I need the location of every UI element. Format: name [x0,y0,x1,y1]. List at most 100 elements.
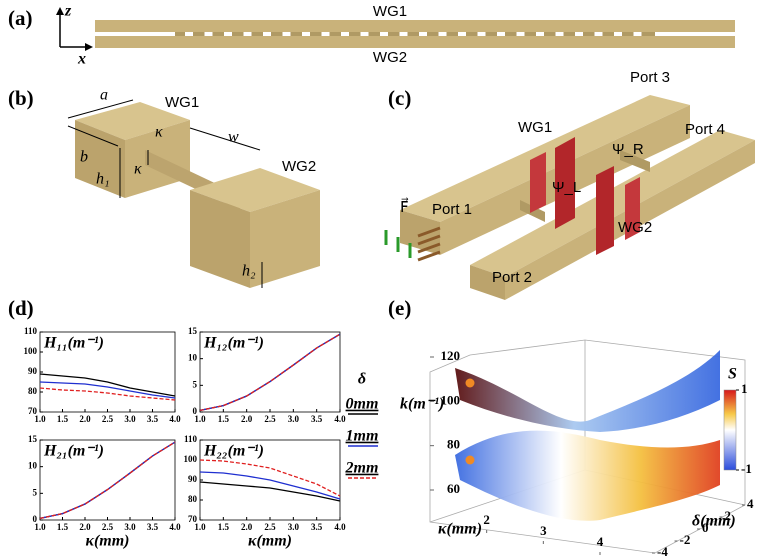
x-tick-label: 3.5 [147,414,159,424]
dim-label: h₂ [242,263,256,280]
legend-label: 2mm [345,460,379,477]
colorbar-tick-label: -1 [741,461,752,476]
x-tick-label: 3.0 [288,522,300,532]
gap [419,32,427,36]
axis-label: δ(mm) [692,513,736,530]
gap [438,32,447,36]
gap [516,32,525,36]
series-line [39,387,176,401]
waveguide [95,20,735,32]
y-tick-label: 2 [725,508,732,523]
z-tick-label: 100 [441,392,461,407]
waveguide [95,36,735,48]
gap [458,32,466,36]
series-line [199,333,341,412]
port-label: Port 4 [685,121,725,138]
axis-label: z [64,3,72,20]
lower-surface [455,430,720,521]
x-tick-label: 1.0 [194,522,206,532]
dimension-lines [67,99,263,288]
y-tick-label: 10 [28,461,38,471]
gap [497,32,505,36]
y-tick-label: 110 [24,326,38,336]
upper-surface [455,350,720,432]
gap [555,32,564,36]
chart-title: H₁₂(m⁻¹) [203,335,264,352]
y-tick-label: -4 [657,544,668,559]
colorbar-label: S [728,366,737,383]
psi-label: Ψ_R [612,141,644,158]
series-line [39,441,176,520]
x-tick-label: 3 [540,523,547,538]
x-tick-label: 2.0 [241,522,253,532]
x-tick-label: 2.5 [264,414,276,424]
marker [465,378,475,388]
y-tick-label: 10 [188,353,198,363]
y-tick-label: 15 [188,326,198,336]
axis-arrows [56,7,93,51]
y-tick-label: 0 [193,406,198,416]
x-tick-label: 3.0 [124,522,136,532]
z-tick-label: 60 [447,481,460,496]
x-tick-label: 3.5 [311,414,323,424]
y-tick-label: 110 [184,434,198,444]
x-tick-label: 1.5 [57,414,69,424]
x-tick-label: 3.5 [147,522,159,532]
force-label: F⃗ [400,197,409,216]
x-tick-label: 2.5 [102,414,114,424]
gap [243,32,252,36]
y-tick-label: 90 [28,366,38,376]
bridges [175,32,655,36]
gap [341,32,349,36]
x-tick-label: 4 [597,534,604,549]
gap [380,32,388,36]
gap [263,32,271,36]
x-tick-label: 2.0 [79,414,91,424]
gap [360,32,369,36]
wg-label: WG2 [373,49,407,66]
x-tick-label: 3.0 [288,414,300,424]
y-tick-label: 90 [188,474,198,484]
gap [399,32,408,36]
series-line [39,373,176,397]
dim-label: a [100,87,108,104]
coupler-model [400,95,755,300]
x-tick-label: 2.5 [102,522,114,532]
gap [594,32,603,36]
x-tick-label: 3.0 [124,414,136,424]
x-tick-label: 2.0 [241,414,253,424]
axes-icon [59,12,88,48]
dim-label: κ [134,161,142,178]
x-tick-label: 1.5 [218,414,230,424]
wg-label: WG2 [282,158,316,175]
x-tick-label: 1.0 [34,414,46,424]
chart-title: H₂₂(m⁻¹) [203,443,264,460]
y-tick-label: 80 [188,494,198,504]
series-line [199,471,341,500]
wg-label: WG1 [373,3,407,20]
y-tick-label: 100 [24,346,38,356]
x-tick-label: 3.5 [311,522,323,532]
wg-label: WG2 [618,219,652,236]
colorbar [723,389,737,471]
x-tick-label: 2 [483,512,490,527]
series-line [39,381,176,399]
x-tick-label: 4.0 [169,522,181,532]
excitation-arrows [384,230,412,258]
panel-label: (a) [8,6,33,30]
x-axis-label: κ(mm) [85,533,129,550]
y-tick-label: 80 [28,386,38,396]
gap [633,32,642,36]
psi-label: Ψ_L [552,179,581,196]
wg-label: WG1 [518,119,552,136]
axis-label: k(m⁻¹) [400,396,444,413]
series-line [199,459,341,497]
gap [321,32,330,36]
port-label: Port 3 [630,69,670,86]
panel-label: (b) [8,86,34,110]
y-tick-label: 5 [193,379,198,389]
force-arrows [417,226,441,262]
gap [302,32,310,36]
y-tick-label: 100 [184,454,198,464]
